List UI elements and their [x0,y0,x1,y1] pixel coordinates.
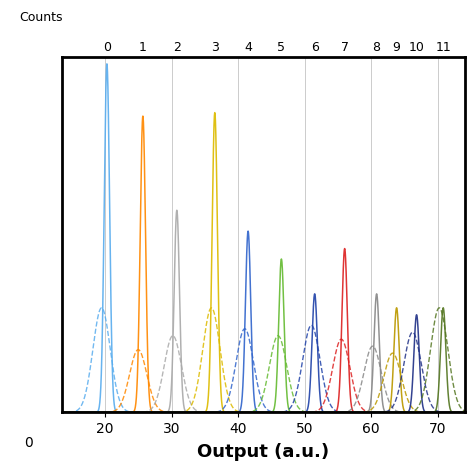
Text: Counts: Counts [19,11,63,24]
X-axis label: Output (a.u.): Output (a.u.) [197,443,329,461]
Text: 0: 0 [24,436,33,450]
